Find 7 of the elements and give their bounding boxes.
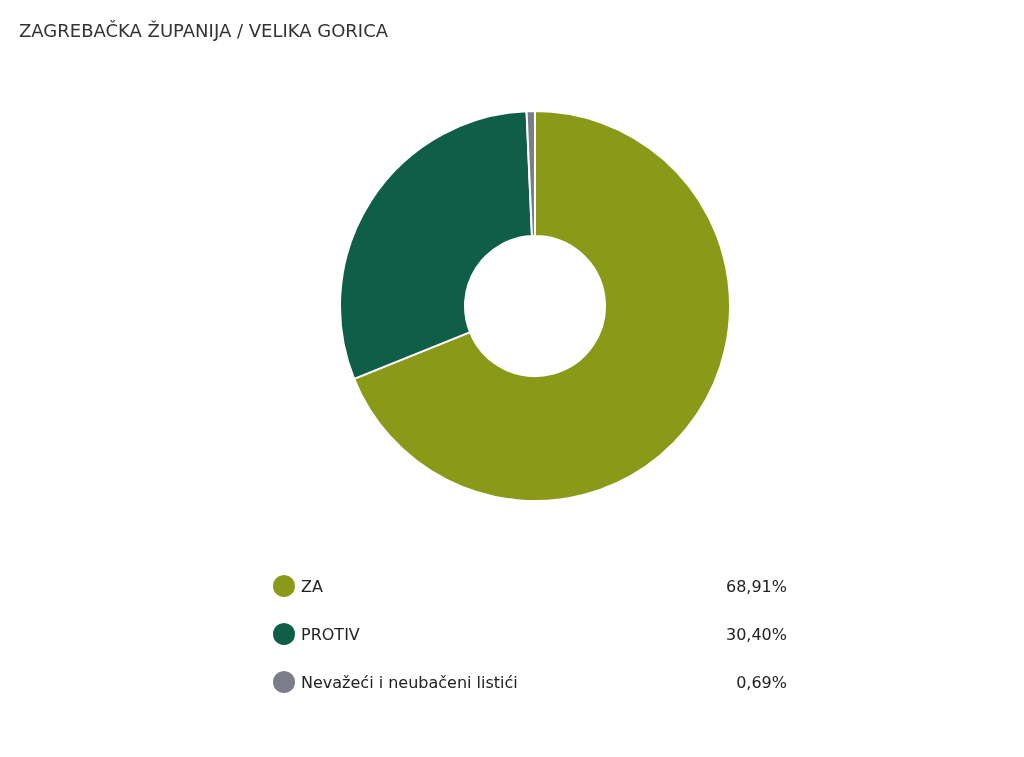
legend-label: ZA [301, 576, 323, 596]
data-label: 0,69% [736, 672, 787, 692]
data-label: 30,40% [725, 624, 787, 644]
legend-label: Nevažeći i neubačeni listići [301, 672, 518, 692]
data-label: 68,91% [725, 576, 787, 596]
chart-title: ZAGREBAČKA ŽUPANIJA / VELIKA GORICA [19, 19, 389, 41]
legend-label: PROTIV [301, 624, 360, 644]
